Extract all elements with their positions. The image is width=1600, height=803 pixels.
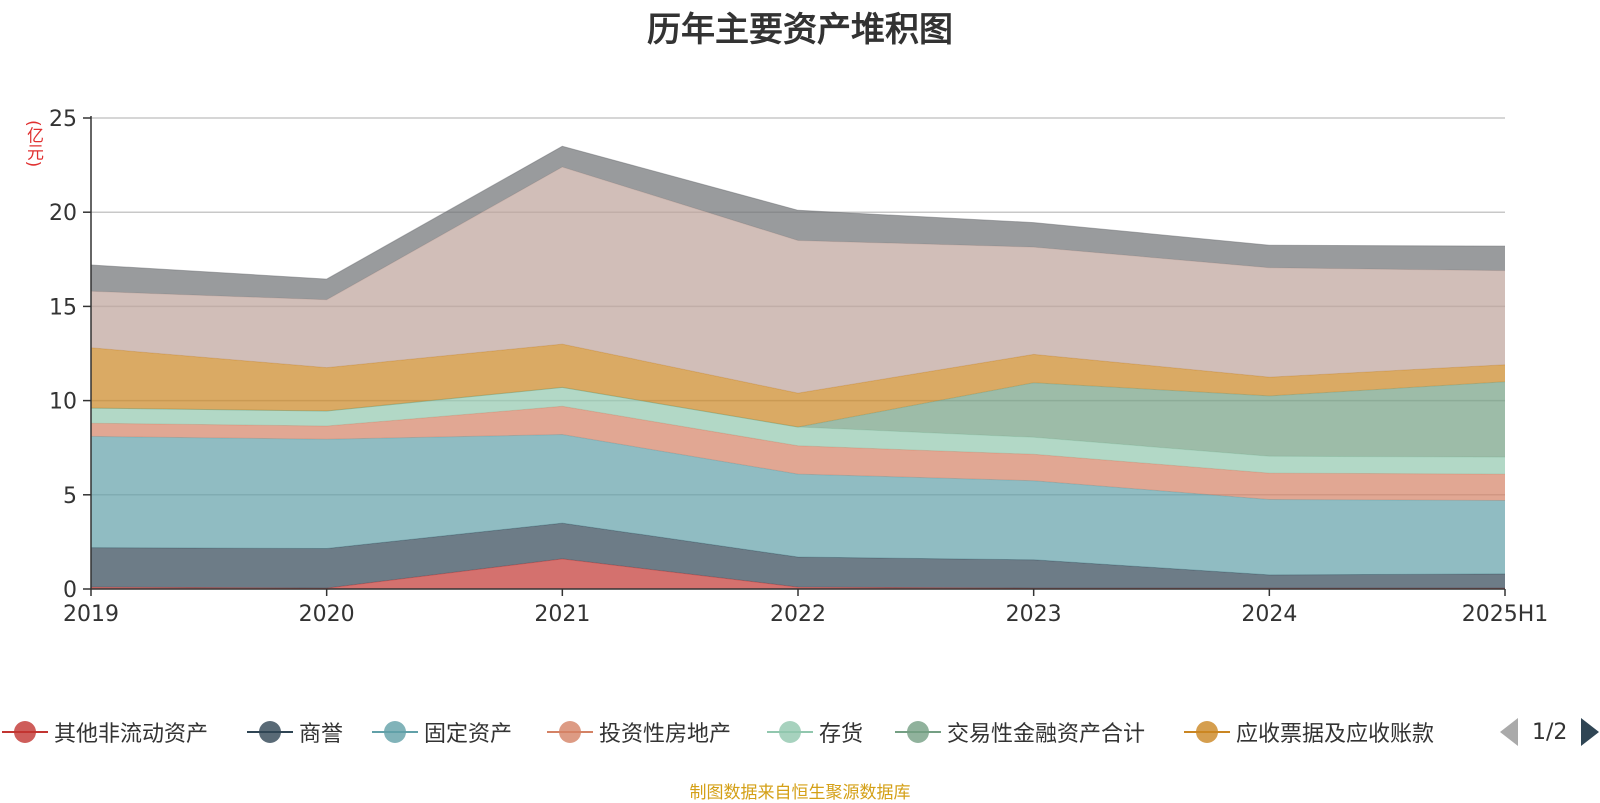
legend-marker-icon bbox=[893, 715, 941, 749]
x-tick-label: 2024 bbox=[1241, 602, 1297, 627]
area-edge-8 bbox=[90, 145, 1506, 280]
legend-label: 应收票据及应收账款 bbox=[1236, 722, 1435, 747]
x-tick-label: 2025H1 bbox=[1462, 602, 1549, 627]
legend-label: 商誉 bbox=[299, 722, 344, 747]
legend-label: 存货 bbox=[819, 722, 864, 747]
legend-item[interactable]: 应收票据及应收账款 bbox=[1182, 715, 1434, 749]
chart-title: 历年主要资产堆积图 bbox=[647, 10, 953, 50]
area-series-2 bbox=[91, 434, 1505, 575]
area-series-3 bbox=[91, 406, 1505, 501]
stacked-area-chart: 0 5 10 15 20 25 2019 2020 2021 2022 2023 2024 2025H1 bbox=[49, 107, 1548, 627]
area-series-8 bbox=[91, 146, 1505, 300]
legend-item[interactable]: 投资性房地产 bbox=[545, 715, 731, 749]
y-tick-label: 5 bbox=[63, 484, 77, 509]
y-tick-label: 20 bbox=[49, 201, 77, 226]
x-tick-label: 2021 bbox=[534, 602, 590, 627]
area-layers bbox=[90, 145, 1506, 589]
legend-label: 投资性房地产 bbox=[599, 722, 732, 747]
legend-item[interactable]: 交易性金融资产合计 bbox=[893, 715, 1145, 749]
area-series-4 bbox=[91, 387, 1505, 475]
legend-label: 交易性金融资产合计 bbox=[947, 722, 1146, 747]
x-tick-label: 2023 bbox=[1006, 602, 1062, 627]
legend-marker-icon bbox=[370, 715, 418, 749]
legend-item[interactable]: 其他非流动资产 bbox=[0, 715, 208, 749]
legend-next-page-icon[interactable] bbox=[1581, 718, 1600, 746]
legend-marker-icon bbox=[245, 715, 293, 749]
area-series-6 bbox=[91, 344, 1505, 427]
area-series-1 bbox=[91, 523, 1505, 589]
source-note: 制图数据来自恒生聚源数据库 bbox=[689, 783, 911, 803]
legend: 其他非流动资产 商誉 固定资产 投资性房地产 存货 交易性金融资产合计 应收票据及应收账款 bbox=[0, 715, 1600, 755]
legend-label: 其他非流动资产 bbox=[54, 722, 209, 747]
area-series-7 bbox=[91, 167, 1505, 394]
legend-marker-icon bbox=[765, 715, 813, 749]
x-tick-label: 2022 bbox=[770, 602, 826, 627]
y-tick-label: 10 bbox=[49, 390, 77, 415]
area-series-0 bbox=[91, 558, 1505, 589]
y-axis-unit-label: (亿元) bbox=[23, 120, 43, 168]
legend-page-indicator: 1/2 bbox=[1532, 719, 1568, 745]
y-tick-label: 15 bbox=[49, 295, 77, 320]
axes: 0 5 10 15 20 25 2019 2020 2021 2022 2023 2024 2025H1 bbox=[49, 107, 1548, 627]
x-tick-label: 2019 bbox=[63, 602, 119, 627]
legend-item[interactable]: 固定资产 bbox=[370, 715, 512, 749]
y-tick-label: 25 bbox=[49, 107, 77, 132]
legend-label: 固定资产 bbox=[424, 722, 513, 747]
legend-pager: 1/2 bbox=[1500, 715, 1600, 749]
y-tick-label: 0 bbox=[63, 578, 77, 603]
area-series-5 bbox=[91, 381, 1505, 458]
legend-marker-icon bbox=[1182, 715, 1230, 749]
legend-marker-icon bbox=[0, 715, 48, 749]
legend-prev-page-icon[interactable] bbox=[1500, 718, 1518, 746]
legend-marker-icon bbox=[545, 715, 593, 749]
x-tick-label: 2020 bbox=[299, 602, 355, 627]
legend-item[interactable]: 商誉 bbox=[245, 715, 343, 749]
legend-item[interactable]: 存货 bbox=[765, 715, 863, 749]
